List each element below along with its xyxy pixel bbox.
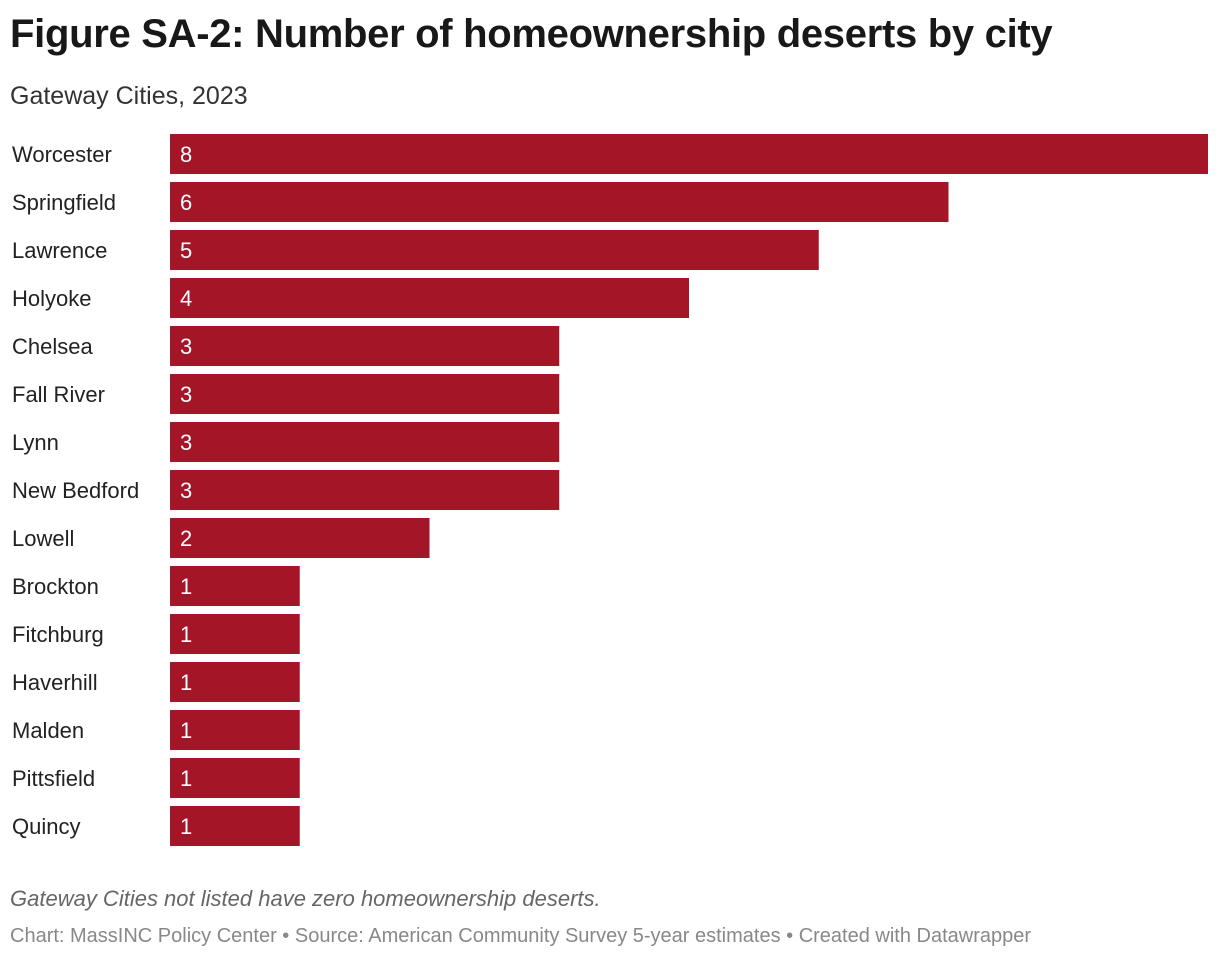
category-label: Lawrence (12, 238, 107, 263)
value-label: 3 (180, 334, 192, 359)
value-label: 4 (180, 286, 192, 311)
category-label: New Bedford (12, 478, 139, 503)
value-label: 3 (180, 382, 192, 407)
category-label: Holyoke (12, 286, 91, 311)
category-label: Lynn (12, 430, 59, 455)
value-label: 2 (180, 526, 192, 551)
bar (170, 710, 300, 750)
category-label: Brockton (12, 574, 99, 599)
chart-credit: Chart: MassINC Policy Center • Source: A… (10, 925, 1032, 947)
category-label: Haverhill (12, 670, 98, 695)
chart-subtitle: Gateway Cities, 2023 (10, 82, 248, 110)
bar (170, 182, 949, 222)
bar (170, 326, 560, 366)
value-label: 1 (180, 814, 192, 839)
value-label: 8 (180, 142, 192, 167)
category-label: Worcester (12, 142, 112, 167)
category-label: Pittsfield (12, 766, 95, 791)
value-label: 3 (180, 430, 192, 455)
bar (170, 614, 300, 654)
chart-note: Gateway Cities not listed have zero home… (10, 886, 601, 911)
value-label: 1 (180, 622, 192, 647)
value-label: 1 (180, 670, 192, 695)
bar (170, 374, 560, 414)
bar (170, 758, 300, 798)
bar (170, 518, 430, 558)
bar (170, 806, 300, 846)
value-label: 1 (180, 718, 192, 743)
value-label: 3 (180, 478, 192, 503)
category-label: Springfield (12, 190, 116, 215)
value-label: 6 (180, 190, 192, 215)
category-label: Lowell (12, 526, 74, 551)
bar (170, 134, 1208, 174)
bar (170, 230, 819, 270)
bar (170, 566, 300, 606)
category-label: Quincy (12, 814, 80, 839)
bar (170, 422, 560, 462)
value-label: 1 (180, 766, 192, 791)
category-label: Chelsea (12, 334, 93, 359)
category-label: Fitchburg (12, 622, 104, 647)
value-label: 1 (180, 574, 192, 599)
value-label: 5 (180, 238, 192, 263)
category-label: Fall River (12, 382, 105, 407)
bar (170, 470, 560, 510)
bar (170, 662, 300, 702)
bar-chart: Worcester 8 Springfield 6 Lawrence 5 Holyoke 4 C… (12, 134, 1208, 846)
bar (170, 278, 689, 318)
category-label: Malden (12, 718, 84, 743)
chart-title: Figure SA-2: Number of homeownership des… (10, 12, 1053, 56)
